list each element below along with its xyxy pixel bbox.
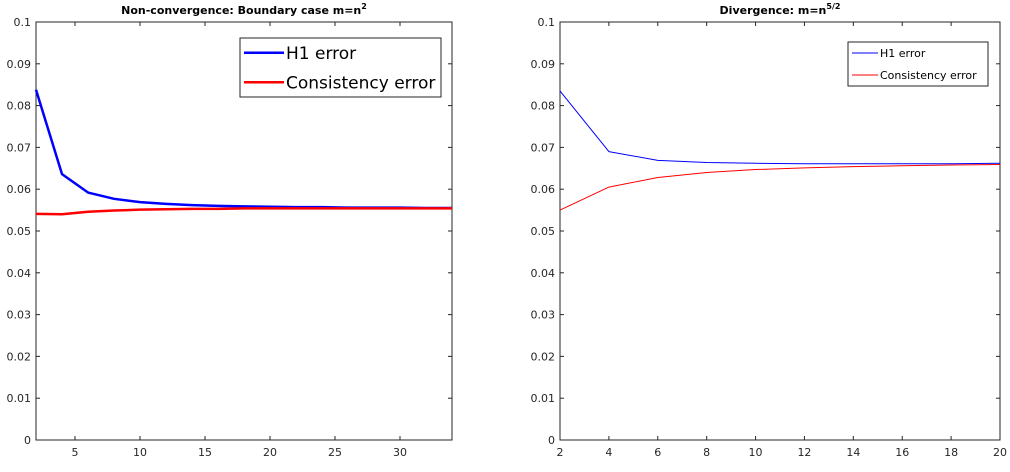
legend-box (847, 41, 989, 87)
y-tick-label: 0.03 (7, 309, 32, 322)
legend-label: Consistency error (880, 69, 977, 82)
y-tick-label: 0.1 (14, 16, 32, 29)
y-tick-label: 0.05 (7, 225, 32, 238)
chart-divergence: 0 0.01 0.02 0.03 0.04 0.05 0.06 0.07 0.08 0.09 0.1… (531, 2, 1008, 459)
x-tick-label: 25 (328, 446, 342, 459)
y-tick-label: 0.05 (531, 225, 556, 238)
y-tick-label: 0.02 (7, 350, 32, 363)
x-tick-label: 14 (846, 446, 860, 459)
y-tick-label: 0.09 (7, 58, 32, 71)
series-line-h1-error (559, 90, 1001, 165)
x-tick-label: 10 (749, 446, 763, 459)
chart-boundary-case: 0 0.01 0.02 0.03 0.04 0.05 0.06 0.07 0.08 0.09 0.1… (7, 2, 453, 459)
x-tick-label: 16 (895, 446, 909, 459)
x-tick-label: 12 (797, 446, 811, 459)
x-tick-label: 18 (944, 446, 958, 459)
y-tick-label: 0.01 (7, 392, 32, 405)
y-tick-label: 0.02 (531, 350, 556, 363)
y-tick-label: 0.06 (531, 183, 556, 196)
x-tick-label: 20 (993, 446, 1007, 459)
y-tick-label: 0.1 (538, 16, 556, 29)
y-tick-label: 0 (24, 434, 31, 447)
legend-box (239, 37, 442, 98)
y-tick-label: 0.09 (531, 58, 556, 71)
y-tick-label: 0.07 (7, 141, 32, 154)
x-tick-label: 30 (393, 446, 407, 459)
y-tick-label: 0.07 (531, 141, 556, 154)
y-tick-label: 0.04 (7, 267, 32, 280)
y-tick-label: 0.08 (531, 100, 556, 113)
x-tick-label: 5 (72, 446, 79, 459)
legend-label: H1 error (880, 47, 926, 60)
x-tick-label: 2 (557, 446, 564, 459)
y-tick-label: 0.03 (531, 309, 556, 322)
series-line-consistency-error (35, 207, 452, 216)
x-tick-label: 15 (198, 446, 212, 459)
chart-title: Divergence: m=n5/2 (720, 2, 841, 17)
series-line-consistency-error (559, 164, 1001, 211)
legend-label: Consistency error (286, 73, 435, 93)
y-tick-label: 0.06 (7, 183, 32, 196)
y-tick-label: 0.08 (7, 100, 32, 113)
y-tick-label: 0.01 (531, 392, 556, 405)
chart-title: Non-convergence: Boundary case m=n2 (121, 2, 367, 17)
legend-label: H1 error (286, 44, 356, 64)
x-tick-label: 20 (263, 446, 277, 459)
x-tick-label: 4 (605, 446, 612, 459)
x-tick-label: 6 (654, 446, 661, 459)
y-tick-label: 0 (548, 434, 555, 447)
x-tick-label: 10 (133, 446, 147, 459)
y-tick-label: 0.04 (531, 267, 556, 280)
x-tick-label: 8 (703, 446, 710, 459)
plot-area (559, 21, 1001, 441)
